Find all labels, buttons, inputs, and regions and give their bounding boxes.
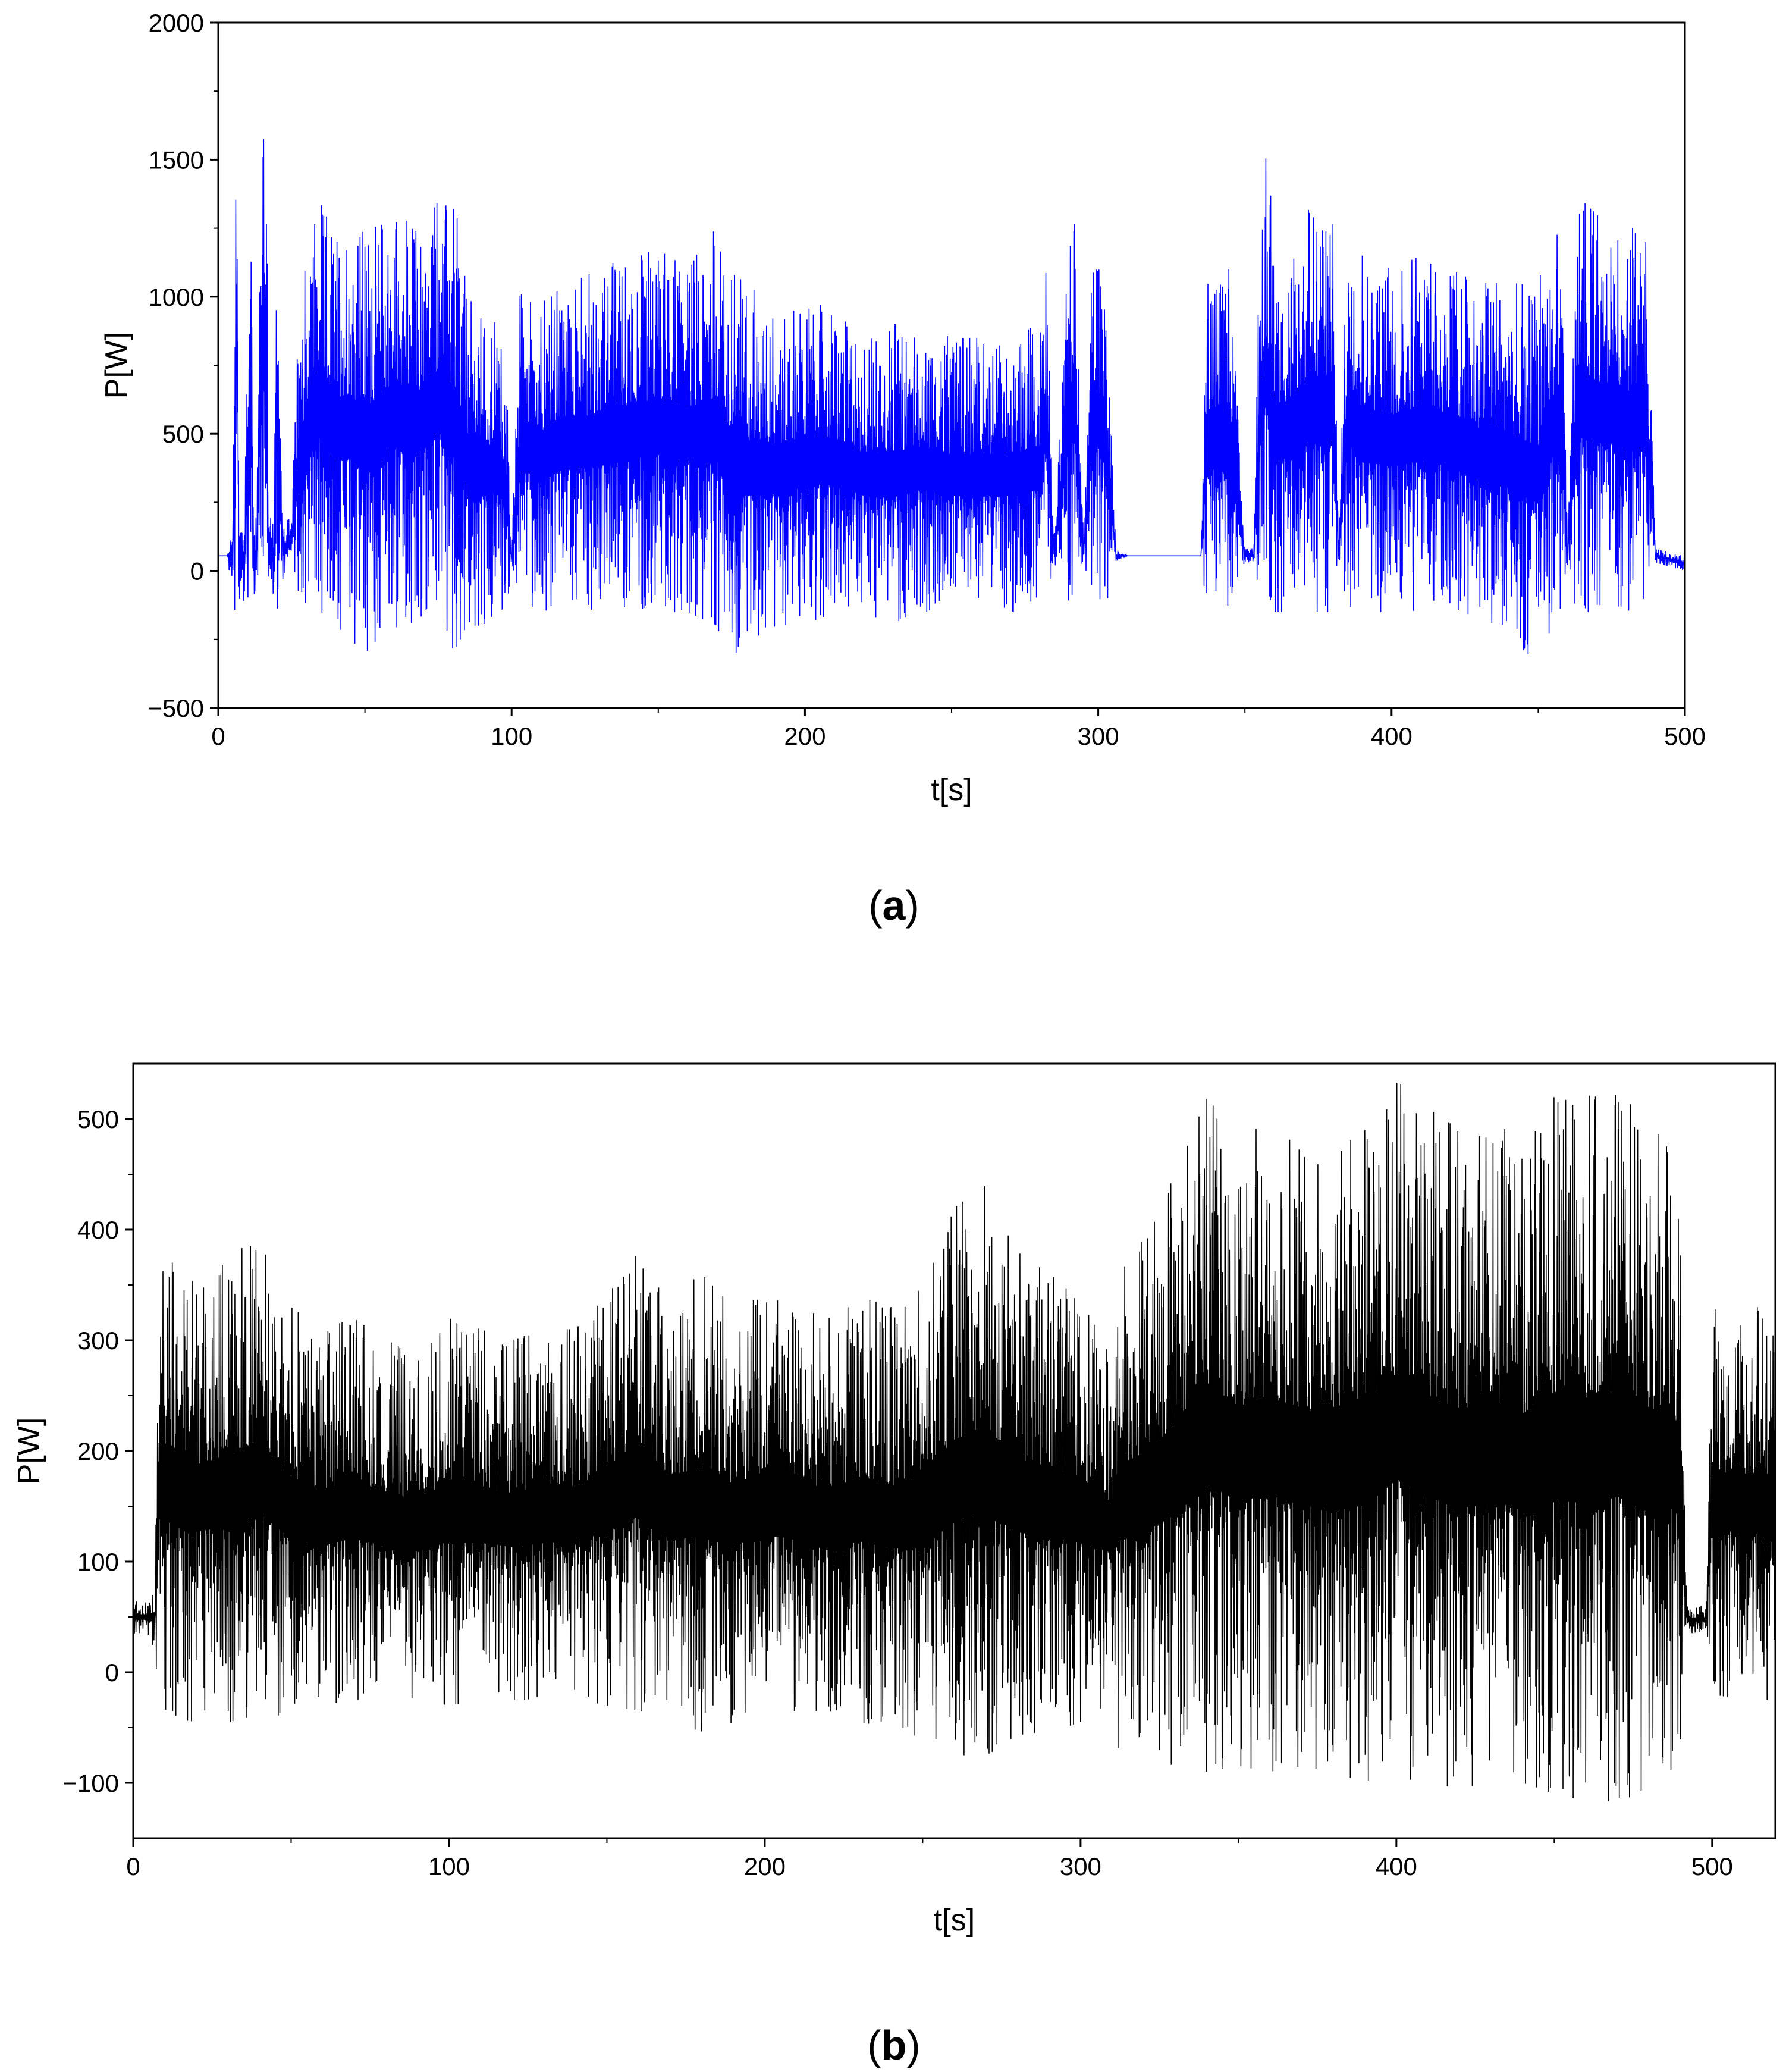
series-line-panel-a	[218, 139, 1685, 654]
panel-b-chart: 0 100 200 300 400 500 −100 0 100 200 300 400 500 t[s]…	[12, 1062, 1776, 1938]
x-tick-label: 200	[744, 1852, 786, 1880]
panel-b-caption-letter: b	[881, 2022, 907, 2068]
panel-b-caption: (b)	[867, 2022, 920, 2068]
y-tick-label: 200	[77, 1437, 119, 1465]
y-tick-label: 1000	[149, 283, 204, 311]
y-tick-label: 500	[77, 1105, 119, 1133]
x-tick-label: 500	[1691, 1852, 1733, 1880]
y-axis-title: P[W]	[12, 1418, 46, 1485]
x-tick-label: 400	[1371, 722, 1413, 750]
y-tick-label: 300	[77, 1327, 119, 1355]
panel-a-caption-letter: a	[883, 882, 906, 929]
y-tick-label: 2000	[149, 9, 204, 37]
x-axis-title: t[s]	[931, 773, 972, 807]
x-axis-title: t[s]	[934, 1903, 975, 1938]
y-axis-title: P[W]	[99, 332, 134, 399]
y-tick-label: 0	[190, 557, 204, 585]
y-tick-label: 0	[105, 1659, 119, 1687]
x-tick-label: 400	[1376, 1852, 1417, 1880]
panel-a-chart: 0 100 200 300 400 500−5000500100015002000t[s]…	[99, 9, 1706, 807]
y-tick-label: −100	[62, 1769, 119, 1797]
y-tick-label: −500	[147, 694, 204, 722]
y-tick-label: 100	[77, 1548, 119, 1576]
y-tick-label: 400	[77, 1216, 119, 1244]
x-tick-label: 300	[1078, 722, 1119, 750]
x-tick-label: 300	[1060, 1852, 1101, 1880]
x-tick-label: 0	[126, 1852, 140, 1880]
x-tick-label: 0	[211, 722, 225, 750]
x-tick-label: 100	[491, 722, 532, 750]
y-tick-label: 1500	[149, 146, 204, 174]
panel-a-caption: (a)	[868, 882, 919, 929]
x-tick-label: 100	[428, 1852, 470, 1880]
x-tick-label: 200	[784, 722, 825, 750]
x-tick-label: 500	[1664, 722, 1706, 750]
y-tick-label: 500	[162, 420, 204, 448]
series-line-panel-b	[133, 1083, 1775, 1801]
